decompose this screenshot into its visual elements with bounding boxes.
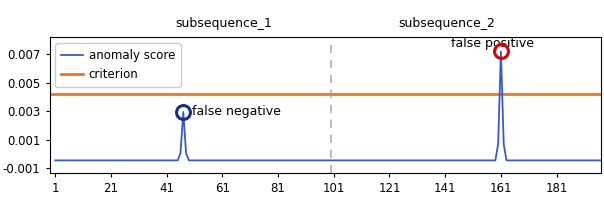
anomaly score bbox=[74, 159, 81, 162]
anomaly score bbox=[85, 159, 92, 162]
Text: false negative: false negative bbox=[191, 106, 280, 118]
Legend: anomaly score, criterion: anomaly score, criterion bbox=[56, 43, 181, 87]
criterion bbox=[49, 93, 56, 95]
Text: subsequence_2: subsequence_2 bbox=[398, 17, 495, 30]
Text: subsequence_1: subsequence_1 bbox=[175, 17, 272, 30]
anomaly score bbox=[199, 159, 207, 162]
anomaly score bbox=[51, 159, 59, 162]
criterion bbox=[51, 93, 59, 95]
anomaly score bbox=[561, 159, 568, 162]
anomaly score bbox=[155, 159, 162, 162]
anomaly score bbox=[497, 50, 504, 53]
Text: false positive: false positive bbox=[451, 37, 534, 50]
anomaly score bbox=[581, 159, 588, 162]
Line: anomaly score: anomaly score bbox=[55, 51, 604, 160]
